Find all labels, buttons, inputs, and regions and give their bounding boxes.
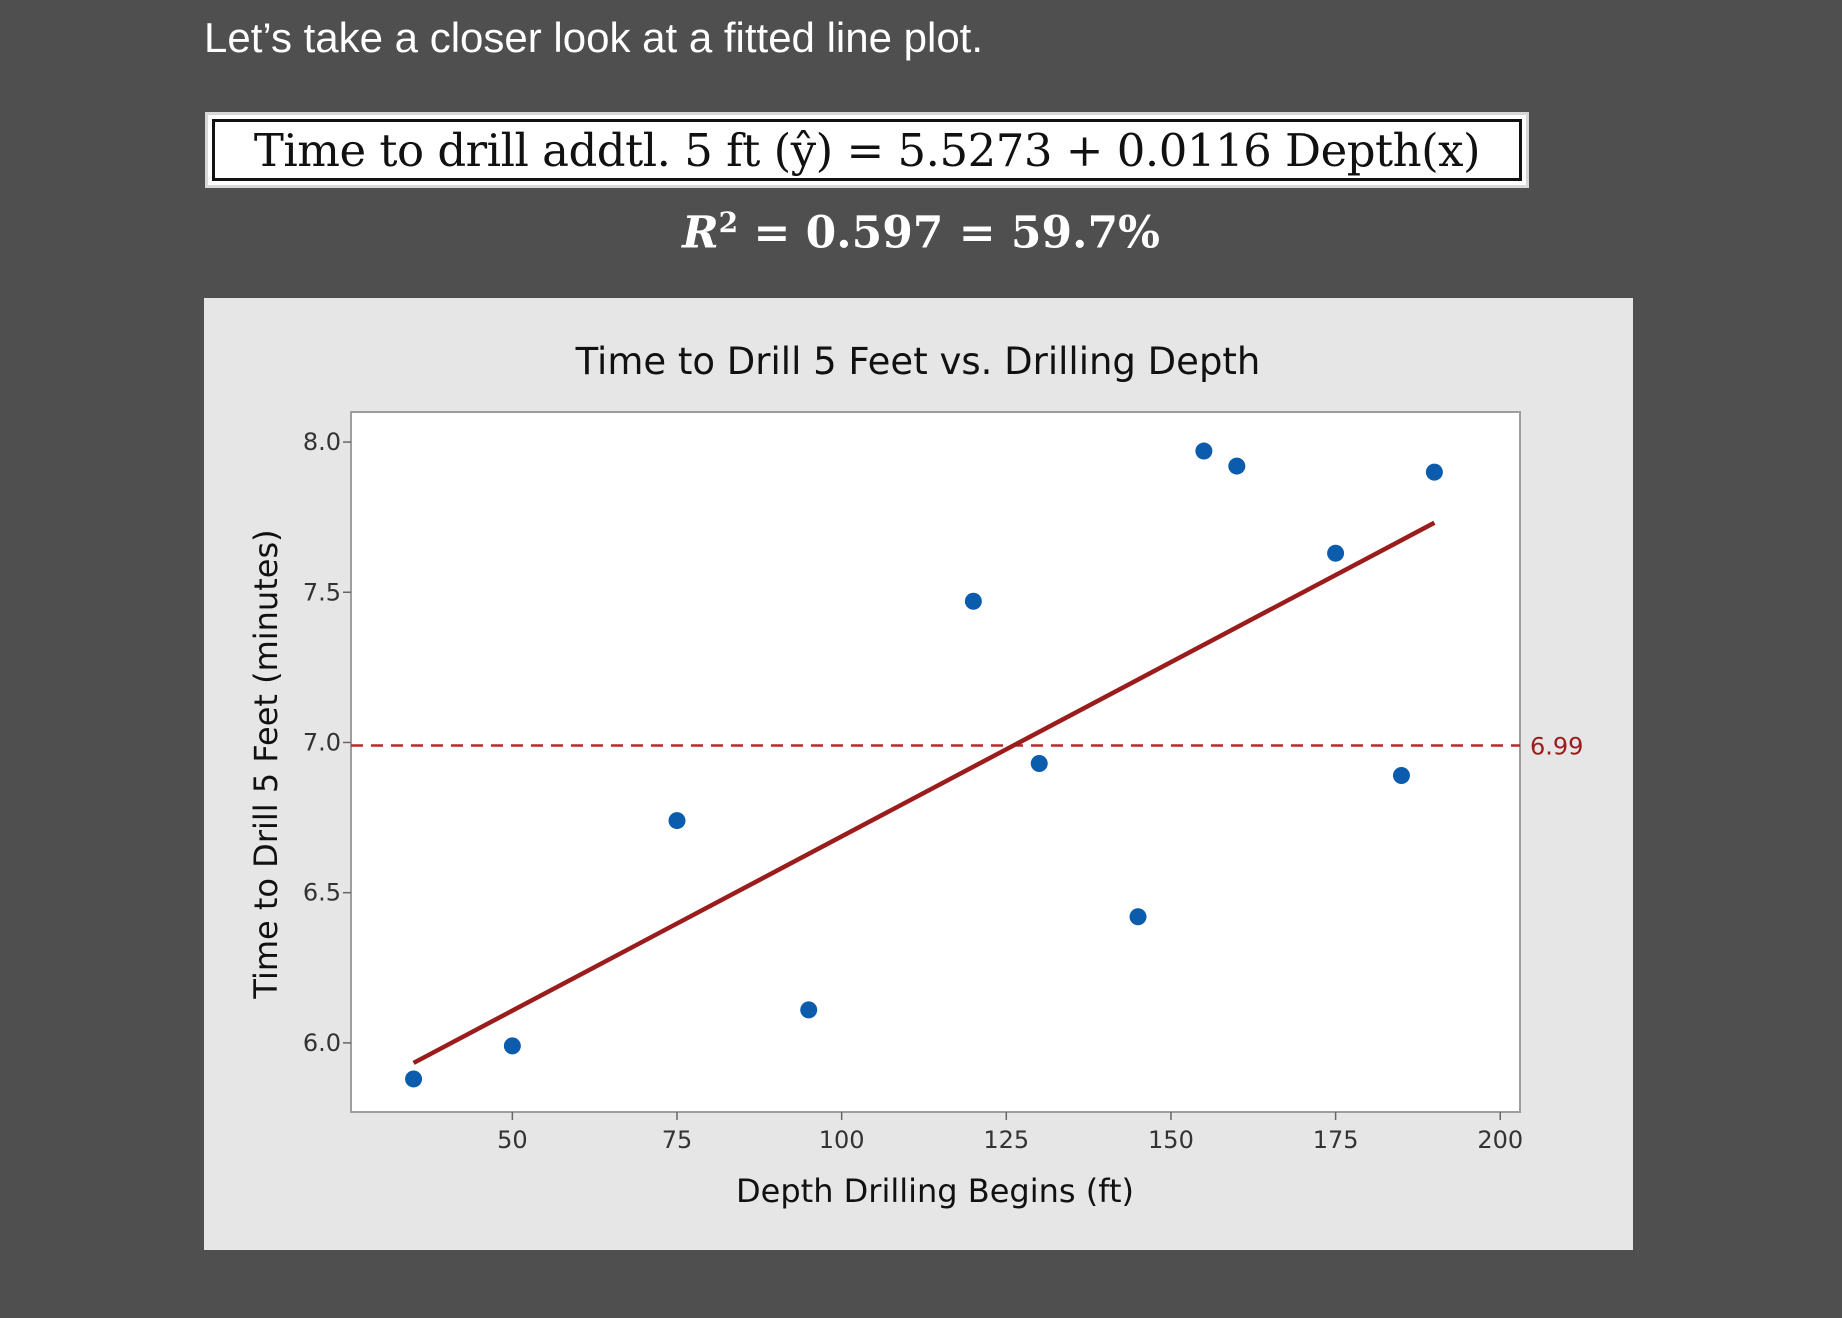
x-tick-label: 175 <box>1313 1126 1359 1154</box>
y-tick-label: 7.0 <box>303 728 341 756</box>
x-tick-label: 125 <box>983 1126 1029 1154</box>
data-point <box>1228 457 1246 475</box>
y-axis-ticks: 6.0 6.5 7.0 7.5 8.0 <box>303 428 351 1057</box>
x-axis-label: Depth Drilling Begins (ft) <box>736 1172 1134 1210</box>
x-tick-label: 150 <box>1148 1126 1194 1154</box>
data-point <box>1392 767 1410 785</box>
reference-line-label: 6.99 <box>1530 732 1583 760</box>
y-tick-label: 6.0 <box>303 1029 341 1057</box>
data-point <box>964 592 982 610</box>
chart-marks: 6.99 <box>351 442 1583 1088</box>
r-squared-exponent: 2 <box>718 206 739 239</box>
x-tick-label: 75 <box>662 1126 693 1154</box>
x-tick-label: 200 <box>1477 1126 1523 1154</box>
plot-area <box>350 411 1521 1113</box>
r-squared-symbol: R <box>682 207 719 259</box>
chart-title: Time to Drill 5 Feet vs. Drilling Depth <box>575 340 1261 383</box>
data-point <box>668 812 686 830</box>
x-tick-label: 50 <box>497 1126 528 1154</box>
fitted-regression-line <box>412 520 1436 1065</box>
data-point <box>800 1001 818 1019</box>
x-axis-ticks: 50 75 100 125 150 175 200 <box>497 1112 1523 1154</box>
regression-equation: Time to drill addtl. 5 ft (ŷ) = 5.5273 +… <box>212 119 1522 181</box>
data-point <box>1425 463 1443 481</box>
data-point <box>1195 442 1213 460</box>
r-squared-line: R2 = 0.597 = 59.7% <box>0 206 1842 259</box>
chart-panel: Time to Drill 5 Feet vs. Drilling Depth … <box>204 298 1633 1250</box>
r-squared-value: = 0.597 = 59.7% <box>738 207 1160 259</box>
data-point <box>1327 544 1345 562</box>
regression-equation-box: Time to drill addtl. 5 ft (ŷ) = 5.5273 +… <box>205 112 1529 188</box>
y-axis-label: Time to Drill 5 Feet (minutes) <box>247 529 285 999</box>
data-point <box>503 1037 521 1055</box>
y-tick-label: 6.5 <box>303 879 341 907</box>
fitted-line-plot: Time to Drill 5 Feet vs. Drilling Depth … <box>247 340 1583 1210</box>
data-point <box>1129 908 1147 926</box>
y-tick-label: 8.0 <box>303 428 341 456</box>
data-point <box>1030 755 1048 773</box>
slide-heading: Let’s take a closer look at a fitted lin… <box>204 14 984 61</box>
x-tick-label: 100 <box>819 1126 865 1154</box>
data-point <box>405 1070 423 1088</box>
y-tick-label: 7.5 <box>303 578 341 606</box>
